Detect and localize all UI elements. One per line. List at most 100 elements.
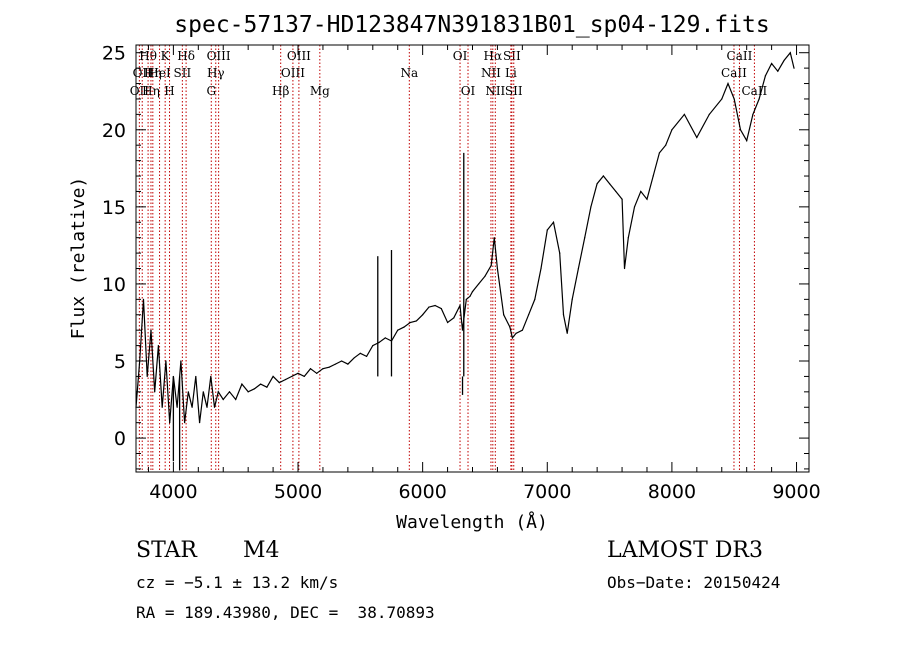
spectrum-point <box>146 375 148 378</box>
spectrum-point <box>459 304 461 307</box>
spectrum-point <box>559 252 561 254</box>
spectrum-point <box>534 298 536 300</box>
spectrum-point <box>169 422 171 424</box>
spectrum-point <box>552 221 555 223</box>
line-marker-label: OII <box>133 66 153 80</box>
spectrum-point <box>496 267 499 270</box>
spectrum-point <box>328 366 330 368</box>
spectrum-point <box>309 368 312 370</box>
x-tick-label: 9000 <box>772 481 820 503</box>
spectrum-point <box>727 82 729 85</box>
x-tick-label: 4000 <box>149 481 197 503</box>
coordinates: RA = 189.43980, DEC = 38.70893 <box>136 603 435 622</box>
spectrum-point <box>253 388 255 390</box>
spectrum-point <box>623 267 626 270</box>
line-marker-label: Hγ <box>207 66 225 80</box>
spectrum-point <box>764 75 766 77</box>
line-marker-label: Li <box>505 66 517 80</box>
spectrum-point <box>566 332 568 334</box>
spectrum-point <box>602 175 604 177</box>
spectrum-point <box>771 62 773 65</box>
spectrum-point <box>297 372 299 374</box>
spectrum-point <box>671 129 673 131</box>
line-marker-label: OIII <box>281 66 305 80</box>
line-marker-label: Na <box>400 66 418 80</box>
spectrum-point <box>384 337 386 339</box>
line-marker-label: CaII <box>741 84 767 98</box>
spectrum-point <box>733 98 735 100</box>
spectrum-point <box>621 198 623 200</box>
spectrum-point <box>665 144 667 146</box>
spectrum-point <box>247 391 249 393</box>
spectrum-point <box>278 381 280 384</box>
line-marker-label: OII <box>130 84 150 98</box>
line-marker-label: H <box>164 84 174 98</box>
line-marker-label: Mg <box>310 84 330 98</box>
spectrum-point <box>446 321 449 324</box>
line-marker-label: SII <box>174 66 192 80</box>
spectrum-point <box>453 317 455 319</box>
x-axis-label: Wavelength (Å) <box>396 511 548 533</box>
spectrum-point <box>316 372 318 374</box>
spectrum-point <box>515 332 517 334</box>
x-tick-label: 6000 <box>398 481 446 503</box>
spectrum-point <box>696 136 698 139</box>
spectrum-point <box>546 229 548 231</box>
spectrum-point <box>176 406 178 408</box>
spectrum-point <box>142 298 145 300</box>
line-marker-label: NII <box>485 84 505 98</box>
spectrum-point <box>213 406 216 408</box>
line-marker-label: SII <box>505 84 523 98</box>
spectrum-point <box>590 206 592 208</box>
spectrum-point <box>403 326 405 328</box>
spectrum-point <box>577 267 580 270</box>
line-marker-label: HeI <box>148 66 171 80</box>
spectrum-point <box>202 391 204 393</box>
spectrum-point <box>540 267 542 270</box>
spectrum-point <box>191 406 193 408</box>
spectrum-point <box>465 298 467 300</box>
redshift-readout: cz = −5.1 ± 13.2 km/s <box>136 573 339 592</box>
spectrum-point <box>746 139 748 142</box>
spectrum-point <box>157 344 160 347</box>
spectrum-point <box>652 175 654 177</box>
spectrum-point <box>187 391 189 393</box>
spectrum-point <box>461 329 464 331</box>
spectrum-point <box>206 406 208 408</box>
line-markers: OIIOIIHθHηHηHeIKHSIIHδGHγOIIIHβOIIIOIIIM… <box>130 45 768 472</box>
spectrum-point <box>154 391 156 393</box>
line-marker-label: OI <box>453 49 468 63</box>
line-marker-label: OIII <box>207 49 231 63</box>
y-tick-label: 15 <box>102 197 126 219</box>
spectrum-point <box>428 306 430 308</box>
spectrum-point <box>378 341 380 344</box>
plot-data <box>135 51 795 471</box>
spectrum-point <box>783 59 785 62</box>
spectrum-point <box>708 113 710 115</box>
spectrum-point <box>347 363 349 365</box>
spectrum-point <box>440 307 442 310</box>
plot-frame <box>135 44 810 473</box>
spectrum-point <box>640 190 642 193</box>
spectrum-point <box>195 375 197 378</box>
spectrum-point <box>739 129 742 131</box>
spectrum-point <box>646 198 648 200</box>
observation-date: Obs−Date: 20150424 <box>607 573 781 592</box>
spectrum-point <box>303 375 305 378</box>
axes: 4000 5000 6000 7000 8000 9000 0 5 10 15 20 25 <box>102 43 821 503</box>
spectrum-point <box>633 206 636 208</box>
spectrum-point <box>210 375 212 378</box>
chart-title: spec-57137-HD123847N391831B01_sp04-129.f… <box>174 12 769 38</box>
spectrum-point <box>353 357 355 359</box>
spectrum-point <box>365 355 368 357</box>
spectrum-point <box>584 237 586 239</box>
spectrum-point <box>422 314 424 316</box>
survey-name: LAMOST DR3 <box>607 538 763 563</box>
spectrum-point <box>777 70 779 72</box>
spectrum-point <box>241 383 243 385</box>
line-marker-label: CaII <box>721 66 747 80</box>
line-marker-label: OI <box>461 84 476 98</box>
spectrum-point <box>409 321 411 324</box>
spectrum-point <box>198 422 201 424</box>
